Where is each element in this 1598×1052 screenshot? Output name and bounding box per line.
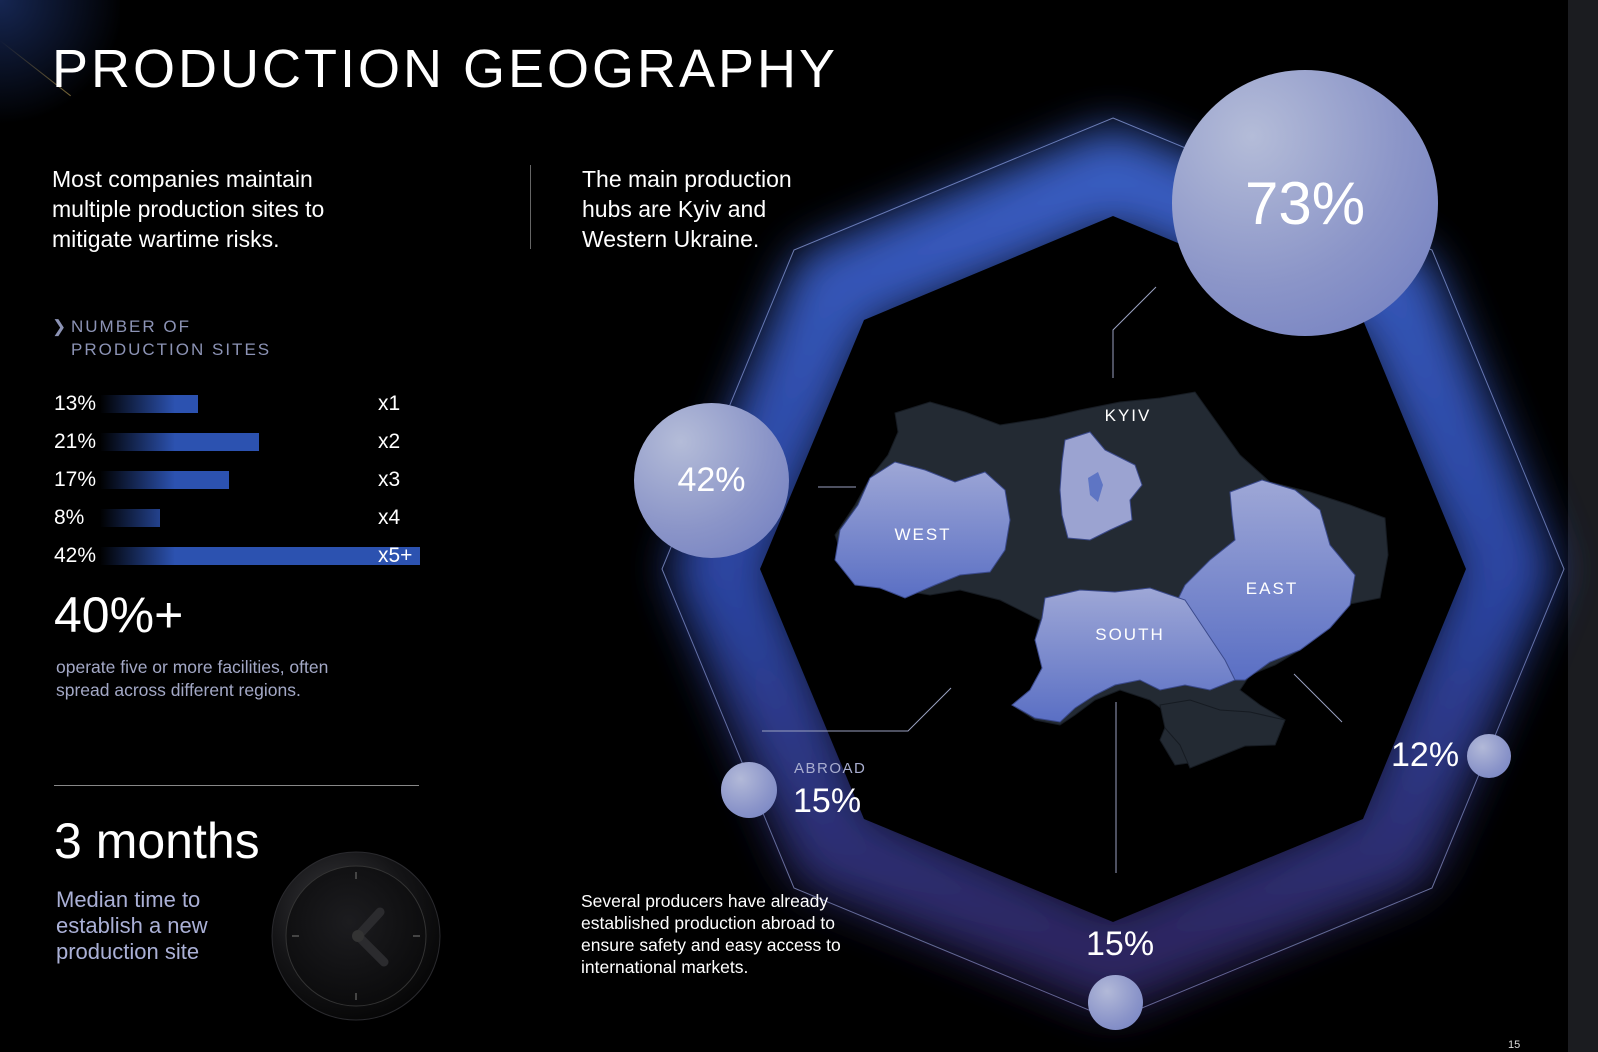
five-plus-stat-value: 40%+	[54, 587, 184, 643]
region-label-kyiv: KYIV	[1105, 406, 1152, 425]
abroad-dot	[721, 762, 777, 818]
kyiv-share-bubble: 73%	[1172, 70, 1438, 336]
south-dot	[1088, 975, 1143, 1030]
bar-category-label: x4	[378, 506, 401, 529]
bar-row: 21% x2	[54, 430, 424, 453]
intro-left-text: Most companies maintain multiple product…	[52, 166, 325, 252]
page-number: 15	[1508, 1039, 1521, 1051]
bar	[100, 395, 198, 413]
bar-chart-title: NUMBER OF PRODUCTION SITES	[71, 317, 272, 359]
connector-east	[1293, 673, 1343, 723]
region-label-west: WEST	[894, 525, 951, 544]
corner-glow	[0, 0, 120, 130]
bar-value-label: 13%	[54, 392, 97, 415]
octagon-glow-band	[672, 128, 1554, 1010]
chevron-right-icon: ❯	[52, 317, 69, 336]
bar-category-label: x5+	[378, 544, 413, 567]
median-time-description: Median time to establish a new productio…	[56, 887, 208, 964]
west-share-label: 42%	[677, 461, 746, 499]
section-divider	[54, 785, 419, 786]
east-share-label: 12%	[1391, 736, 1460, 774]
bar	[100, 433, 259, 451]
region-label-east: EAST	[1246, 579, 1298, 598]
south-share-label: 15%	[1086, 925, 1155, 963]
connector-kyiv	[1112, 286, 1157, 378]
clock-icon	[271, 851, 441, 1021]
abroad-caption: ABROAD	[794, 760, 867, 777]
east-dot	[1467, 734, 1511, 778]
side-strip	[1568, 0, 1598, 1052]
connector-abroad	[762, 687, 952, 732]
bar-value-label: 42%	[54, 544, 97, 567]
bar-row: 13% x1	[54, 392, 424, 415]
page-title: PRODUCTION GEOGRAPHY	[52, 39, 839, 99]
bar-category-label: x3	[378, 468, 401, 491]
region-south	[1011, 587, 1236, 723]
five-plus-stat-description: operate five or more facilities, often s…	[56, 657, 329, 700]
vertical-divider	[530, 165, 531, 249]
west-share-bubble: 42%	[634, 403, 789, 558]
crimea	[1159, 699, 1286, 769]
bar-category-label: x1	[378, 392, 401, 415]
bar	[100, 471, 229, 489]
bar-value-label: 21%	[54, 430, 97, 453]
abroad-share-label: 15%	[793, 782, 862, 820]
median-time-value: 3 months	[54, 813, 260, 869]
region-west	[834, 461, 1011, 599]
bar-row: 17% x3	[54, 468, 424, 491]
kyiv-city-marker	[1088, 472, 1103, 502]
bar-category-label: x2	[378, 430, 401, 453]
bar-value-label: 17%	[54, 468, 97, 491]
bar	[100, 547, 420, 565]
bar-row: 42% x5+	[54, 544, 424, 567]
intro-right-text: The main production hubs are Kyiv and We…	[582, 166, 792, 252]
abroad-note: Several producers have already establish…	[581, 891, 841, 977]
bar-row: 8% x4	[54, 506, 424, 529]
region-label-south: SOUTH	[1095, 625, 1165, 644]
region-east	[1169, 479, 1356, 681]
kyiv-share-label: 73%	[1244, 169, 1366, 237]
bar-value-label: 8%	[54, 506, 85, 529]
bar	[100, 509, 160, 527]
